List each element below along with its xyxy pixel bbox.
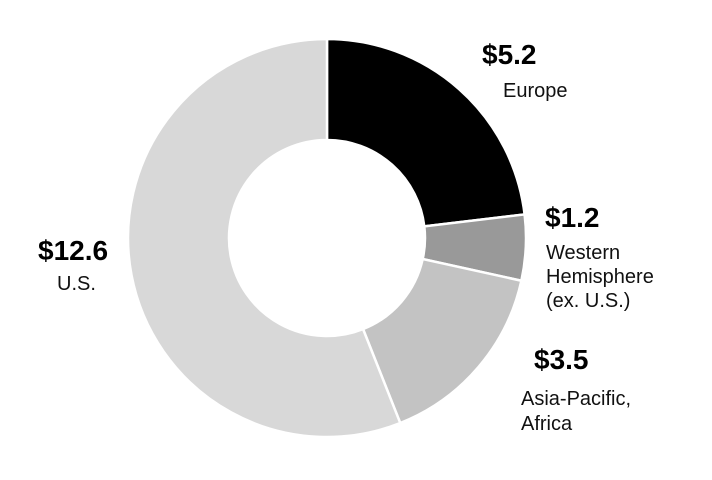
western-hemisphere-value: $1.2 <box>545 202 600 233</box>
us-label-line: U.S. <box>57 273 96 295</box>
europe-label-line: Europe <box>503 80 568 102</box>
us-label: U.S. <box>57 272 96 296</box>
donut-segment-asia-pacific-africa <box>361 257 523 425</box>
donut-segment-u-s <box>126 37 402 439</box>
asia-pacific-label-line: Africa <box>521 413 573 435</box>
western-hemisphere-label-line: Western <box>546 242 621 264</box>
western-hemisphere-label-line: (ex. U.S.) <box>546 290 631 312</box>
us-value: $12.6 <box>38 235 109 266</box>
europe-value: $5.2 <box>482 39 537 70</box>
europe-label: Europe <box>503 79 568 103</box>
asia-pacific-value: $3.5 <box>534 344 589 375</box>
western-hemisphere-label-line: Hemisphere <box>546 266 654 288</box>
asia-pacific-label: Asia-Pacific, Africa <box>521 387 631 437</box>
donut-segment-europe <box>325 37 526 228</box>
western-hemisphere-label: Western Hemisphere (ex. U.S.) <box>546 241 654 313</box>
asia-pacific-label-line: Asia-Pacific, <box>521 388 632 410</box>
